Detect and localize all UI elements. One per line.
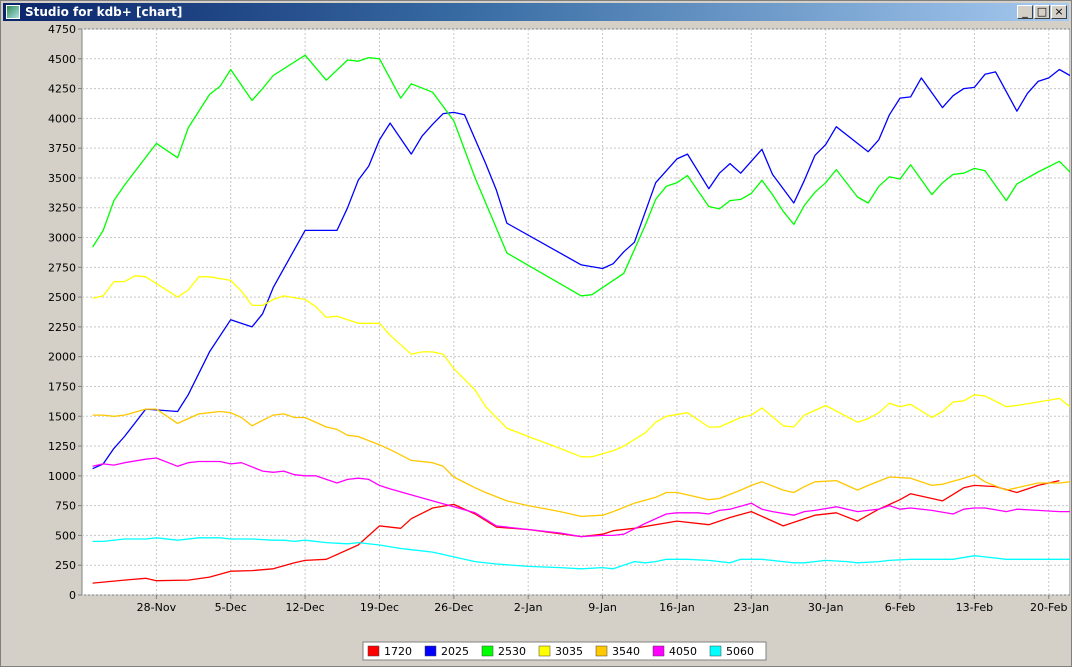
legend-swatch-4050 [652,645,665,657]
x-tick-label: 12-Dec [285,601,324,614]
legend-swatch-2025 [424,645,437,657]
chart-area: 0 250 500 750 1000 1250 1500 1750 2000 2250 2500 27… [4,22,1071,662]
app-icon [6,5,20,19]
legend-label-2530: 2530 [498,645,526,658]
y-tick-label: 2500 [48,291,76,304]
y-tick-label: 1500 [48,410,76,423]
legend-label-4050: 4050 [669,645,697,658]
x-tick-label: 19-Dec [360,601,399,614]
legend-label-2025: 2025 [441,645,469,658]
series-line-5060 [92,537,1070,570]
y-tick-label: 1250 [48,440,76,453]
y-tick-label: 3250 [48,202,76,215]
legend-label-5060: 5060 [726,645,754,658]
y-tick-label: 3750 [48,142,76,155]
legend-label-3540: 3540 [612,645,640,658]
x-tick-label: 2-Jan [514,601,543,614]
plot-background [81,28,1071,596]
maximize-button[interactable]: □ [1034,5,1050,19]
x-tick-label: 6-Feb [885,601,915,614]
y-tick-label: 3000 [48,232,76,245]
x-tick-label: 28-Nov [137,601,177,614]
y-tick-label: 2250 [48,321,76,334]
y-tick-label: 4750 [48,23,76,36]
y-tick-label: 500 [55,529,76,542]
close-button[interactable]: × [1051,5,1067,19]
y-tick-label: 750 [55,500,76,513]
legend-label-3035: 3035 [555,645,583,658]
legend-label-1720: 1720 [384,645,412,658]
y-tick-label: 2750 [48,261,76,274]
x-tick-label: 30-Jan [808,601,844,614]
y-tick-label: 4250 [48,83,76,96]
y-tick-label: 4500 [48,53,76,66]
y-tick-label: 4000 [48,112,76,125]
series-line-2530 [92,54,1071,297]
legend-swatch-1720 [367,645,380,657]
x-tick-label: 9-Jan [588,601,617,614]
line-chart[interactable]: 0 250 500 750 1000 1250 1500 1750 2000 2250 2500 27… [4,22,1071,662]
legend [362,641,767,661]
x-tick-label: 16-Jan [659,601,695,614]
y-tick-label: 0 [69,589,76,602]
window-title: Studio for kdb+ [chart] [25,5,183,19]
legend-swatch-2530 [481,645,494,657]
series-line-2025 [92,68,1071,470]
x-tick-label: 5-Dec [215,601,247,614]
x-tick-label: 20-Feb [1030,601,1067,614]
y-tick-label: 1750 [48,380,76,393]
x-tick-label: 26-Dec [434,601,473,614]
y-tick-label: 2000 [48,351,76,364]
series-line-3540 [92,408,1071,518]
title-bar[interactable]: Studio for kdb+ [chart] _ □ × [3,3,1069,21]
x-tick-label: 13-Feb [956,601,993,614]
y-tick-label: 1000 [48,470,76,483]
legend-swatch-3540 [595,645,608,657]
legend-swatch-5060 [709,645,722,657]
legend-swatch-3035 [538,645,551,657]
y-tick-label: 250 [55,559,76,572]
series-line-4050 [92,457,1070,538]
y-tick-label: 3500 [48,172,76,185]
minimize-button[interactable]: _ [1017,5,1033,19]
series-line-3035 [92,275,1071,458]
x-tick-label: 23-Jan [734,601,770,614]
